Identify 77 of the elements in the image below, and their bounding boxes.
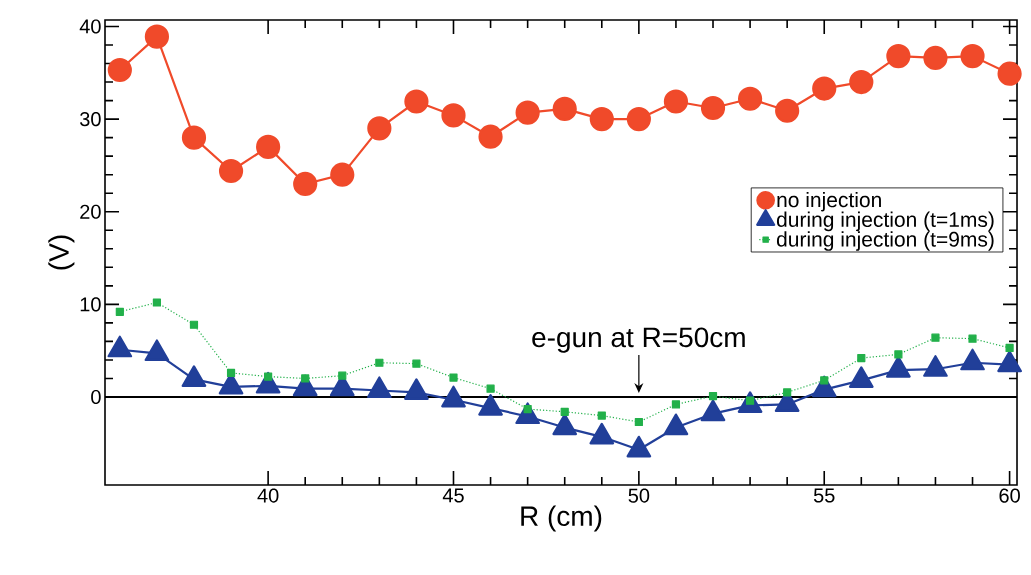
point (189, 320, 199, 329)
point (404, 89, 429, 114)
x-tick-label: 55 (813, 488, 835, 503)
point (144, 24, 169, 49)
point (552, 96, 577, 122)
annotation: e-gun at R=50cm (532, 327, 745, 353)
point (144, 339, 170, 362)
x-tick-label: 50 (628, 488, 650, 503)
point (886, 356, 911, 378)
point (737, 86, 763, 111)
point (226, 368, 236, 378)
point (256, 134, 281, 159)
point (626, 435, 652, 458)
point (849, 69, 874, 95)
point (848, 366, 874, 388)
point (589, 107, 614, 132)
point (375, 358, 384, 367)
point (960, 348, 985, 371)
point (478, 124, 503, 149)
point (115, 307, 124, 316)
legend-label: no injection (777, 191, 881, 212)
point (107, 57, 132, 83)
x-tick-label: 45 (442, 488, 464, 503)
point (708, 391, 718, 401)
point (812, 76, 837, 101)
point (264, 372, 273, 381)
point (441, 103, 466, 128)
point (857, 353, 866, 363)
x-tick-label: 40 (257, 488, 279, 503)
point (1005, 343, 1014, 353)
point (449, 373, 458, 382)
point (589, 422, 615, 445)
point (700, 95, 726, 121)
point (152, 298, 161, 307)
point (181, 125, 207, 150)
point (181, 365, 207, 387)
point (338, 371, 347, 380)
point (997, 61, 1022, 86)
x-tick-label: 60 (999, 488, 1020, 503)
point (367, 116, 392, 141)
point (412, 359, 421, 368)
legend-label: during injection (t=9ms) (776, 231, 994, 251)
point (960, 44, 985, 69)
point (745, 396, 755, 405)
point (366, 376, 392, 399)
point (552, 413, 578, 436)
point (515, 100, 540, 125)
y-axis-title: (V) (48, 235, 75, 270)
point (886, 44, 911, 69)
y-tick-label: 30 (80, 112, 101, 127)
legend-label: during injection (t=1ms) (776, 211, 994, 232)
point (997, 350, 1022, 373)
point (218, 158, 244, 184)
y-tick-label: 40 (79, 19, 101, 34)
point (478, 394, 503, 416)
y-tick-label: 0 (91, 389, 101, 405)
x-axis-title: R (cm) (521, 505, 602, 532)
point (301, 374, 310, 383)
point (931, 333, 940, 342)
point (700, 399, 726, 422)
point (968, 334, 977, 343)
point (663, 413, 689, 436)
point (560, 407, 569, 416)
point (330, 162, 355, 187)
y-tick-label: 10 (80, 297, 101, 312)
y-tick-label: 20 (80, 204, 101, 219)
point (626, 107, 651, 132)
point (923, 355, 948, 377)
point (663, 89, 689, 114)
point (486, 384, 495, 393)
point (894, 350, 903, 359)
point (107, 335, 133, 358)
point (293, 171, 318, 197)
point (923, 45, 948, 71)
point (441, 385, 466, 408)
point (775, 98, 800, 123)
point (404, 378, 429, 400)
